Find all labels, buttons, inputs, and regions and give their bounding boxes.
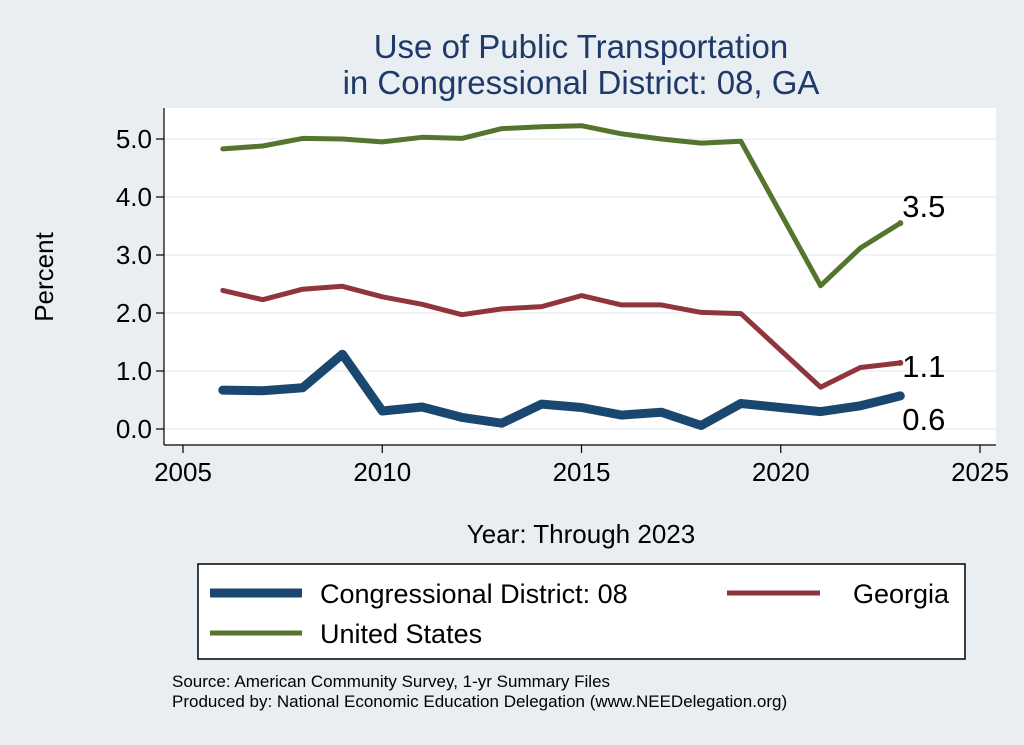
y-tick-label: 3.0	[116, 240, 152, 270]
y-axis-label: Percent	[29, 231, 59, 321]
legend-label-1: Georgia	[853, 579, 950, 609]
series-line-1	[220, 283, 903, 390]
source-line-1: Source: American Community Survey, 1-yr …	[172, 672, 610, 691]
legend-label-2: United States	[320, 619, 482, 649]
series-end-point-2	[897, 220, 904, 227]
series-end-label-1: 1.1	[902, 349, 945, 384]
x-tick-label: 2025	[951, 457, 1009, 487]
legend-label-0: Congressional District: 08	[320, 579, 628, 609]
x-tick-label: 2015	[553, 457, 611, 487]
series-end-point-1	[897, 359, 904, 366]
y-tick-label: 1.0	[116, 356, 152, 386]
x-tick-label: 2005	[154, 457, 212, 487]
x-axis-label: Year: Through 2023	[467, 519, 695, 549]
legend-box	[197, 563, 966, 660]
x-tick-label: 2020	[752, 457, 810, 487]
series-end-label-0: 0.6	[902, 402, 945, 437]
legend: Congressional District: 08 Georgia United …	[210, 579, 950, 649]
axes: 0.0 1.0 2.0 3.0 4.0 5.0 2005 2010 2015 2020 2025	[116, 108, 1009, 487]
y-tick-label: 5.0	[116, 124, 152, 154]
series-end-label-2: 3.5	[902, 189, 945, 224]
source-line-2: Produced by: National Economic Education…	[172, 692, 787, 711]
y-tick-label: 0.0	[116, 414, 152, 444]
series-line-2	[220, 123, 903, 289]
y-tick-label: 4.0	[116, 182, 152, 212]
chart-title-line-1: Use of Public Transportation	[374, 28, 789, 65]
end-labels: 3.5 1.1 0.6	[902, 189, 945, 437]
gridlines	[164, 138, 996, 430]
x-tick-label: 2010	[353, 457, 411, 487]
chart-title-line-2: in Congressional District: 08, GA	[343, 64, 820, 101]
plot-area	[164, 108, 996, 445]
series-lines	[218, 123, 905, 430]
series-end-point-0	[897, 392, 904, 399]
series-line-0	[218, 349, 905, 430]
y-tick-label: 2.0	[116, 298, 152, 328]
